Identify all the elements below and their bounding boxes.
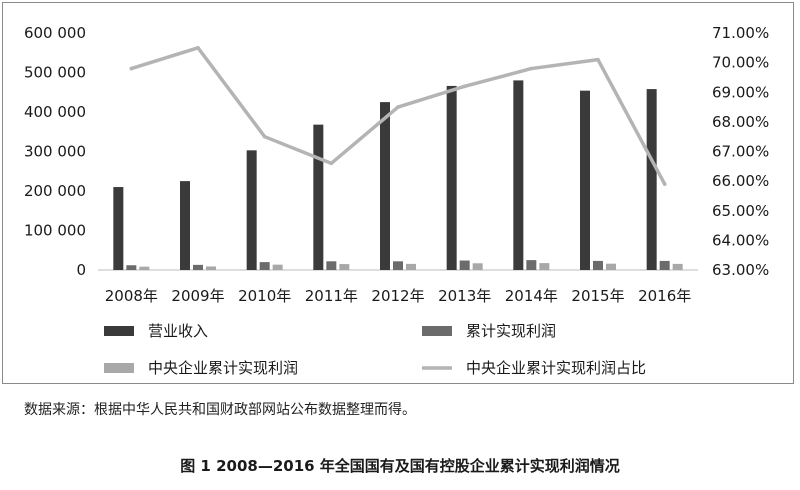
x-tick-label: 2009年 xyxy=(171,287,224,305)
x-tick-label: 2014年 xyxy=(505,287,558,305)
ratio-point xyxy=(529,66,534,71)
bar-2 xyxy=(459,260,470,270)
right-tick-label: 70.00% xyxy=(712,54,769,72)
bar-3 xyxy=(339,264,350,270)
bars xyxy=(113,80,683,271)
bar-1 xyxy=(313,124,324,270)
legend-swatch xyxy=(422,326,452,336)
ratio-point xyxy=(662,182,667,186)
legend-label: 中央企业累计实现利润占比 xyxy=(466,359,646,377)
bar-1 xyxy=(180,181,190,270)
x-tick-label: 2010年 xyxy=(238,287,291,305)
x-tick-label: 2013年 xyxy=(438,287,491,305)
bar-2 xyxy=(659,260,670,270)
ratio-point xyxy=(329,161,334,166)
ratio-point xyxy=(262,134,267,139)
bar-1 xyxy=(380,102,390,270)
left-tick-label: 500 000 xyxy=(24,64,86,82)
bar-3 xyxy=(206,266,216,270)
x-tick-label: 2015年 xyxy=(571,287,624,305)
bar-2 xyxy=(259,262,270,270)
bar-3 xyxy=(606,263,616,270)
ratio-point xyxy=(196,46,200,50)
bar-3 xyxy=(139,266,150,270)
chart-frame xyxy=(2,2,794,384)
x-tick-label: 2011年 xyxy=(305,287,358,305)
right-tick-label: 64.00% xyxy=(712,231,769,249)
left-tick-label: 0 xyxy=(76,261,86,279)
ratio-point xyxy=(462,84,467,89)
bar-2 xyxy=(593,260,603,270)
bar-1 xyxy=(246,150,257,270)
ratio-point xyxy=(596,57,600,62)
left-tick-label: 400 000 xyxy=(24,103,86,121)
bar-3 xyxy=(472,263,483,270)
bar-2 xyxy=(126,265,137,270)
left-tick-label: 100 000 xyxy=(24,222,86,240)
right-tick-label: 68.00% xyxy=(712,113,769,131)
right-tick-label: 66.00% xyxy=(712,172,769,190)
bar-2 xyxy=(526,260,537,270)
legend-swatch xyxy=(104,326,134,336)
bar-3 xyxy=(272,264,283,270)
bar-3 xyxy=(406,263,416,270)
legend-label: 营业收入 xyxy=(148,322,208,340)
figure-caption: 图 1 2008—2016 年全国国有及国有控股企业累计实现利润情况 xyxy=(180,457,620,475)
bar-2 xyxy=(193,264,203,270)
bar-1 xyxy=(646,89,657,270)
right-tick-label: 71.00% xyxy=(712,24,769,42)
bar-3 xyxy=(539,263,550,270)
x-tick-label: 2016年 xyxy=(638,287,691,305)
legend-label: 中央企业累计实现利润 xyxy=(148,359,298,377)
bar-2 xyxy=(326,261,337,270)
legend-swatch xyxy=(104,363,134,373)
source-note: 数据来源：根据中华人民共和国财政部网站公布数据整理而得。 xyxy=(24,402,416,418)
right-tick-label: 63.00% xyxy=(712,261,769,279)
left-axis: 0 100 000 200 000 300 000 400 000 500 000 600 … xyxy=(24,24,86,279)
legend-label: 累计实现利润 xyxy=(466,322,556,340)
x-tick-label: 2012年 xyxy=(371,287,424,305)
bar-1 xyxy=(446,85,457,271)
bar-1 xyxy=(513,80,524,271)
bar-3 xyxy=(672,263,683,270)
ratio-line xyxy=(129,46,667,186)
bar-1 xyxy=(580,90,590,270)
bar-2 xyxy=(393,261,403,270)
bar-1 xyxy=(113,187,124,270)
ratio-point xyxy=(396,105,400,109)
left-tick-label: 600 000 xyxy=(24,24,86,42)
x-tick-label: 2008年 xyxy=(105,287,158,305)
right-axis: 63.00% 64.00% 65.00% 66.00% 67.00% 68.00% 69.0… xyxy=(712,24,769,279)
left-tick-label: 300 000 xyxy=(24,143,86,161)
x-axis: 2008年 2009年 2010年 2011年 2012年 2013年 2014年 2015年… xyxy=(105,287,692,305)
right-tick-label: 69.00% xyxy=(712,83,769,101)
right-tick-label: 65.00% xyxy=(712,202,769,220)
left-tick-label: 200 000 xyxy=(24,182,86,200)
right-tick-label: 67.00% xyxy=(712,143,769,161)
ratio-point xyxy=(129,66,134,71)
